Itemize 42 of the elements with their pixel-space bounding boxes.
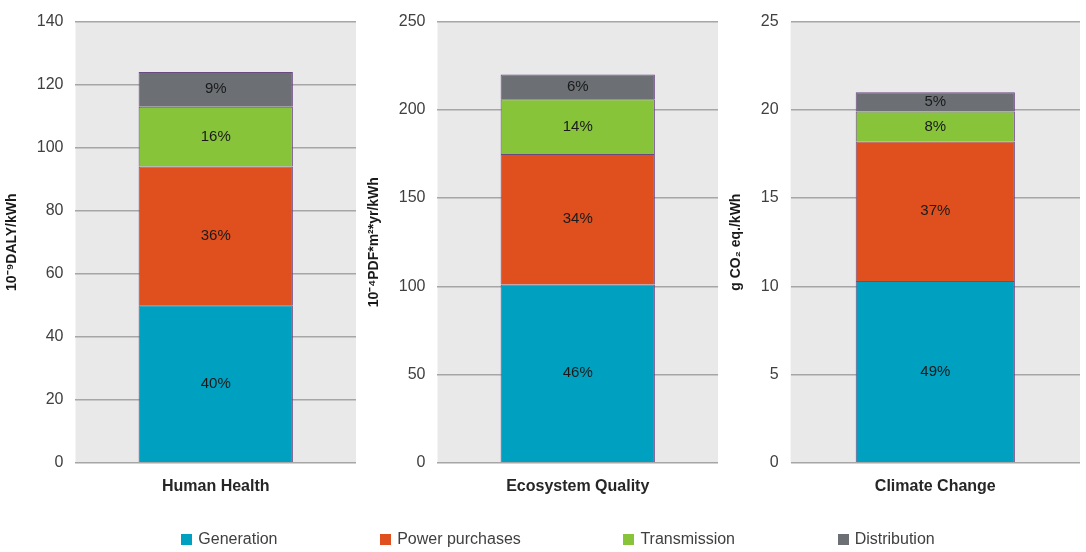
y-tick-label: 80 [45,201,64,219]
annotation: 5% [924,92,947,110]
y-tick-label: 60 [45,264,64,282]
annotation: 37% [920,201,951,219]
y-axis-title: 10⁻⁴PDF*m²*yr/kWh [365,177,382,308]
y-tick-label: 0 [769,453,779,471]
y-tick-label: 10 [760,276,779,294]
y-tick-label: 5 [769,364,779,382]
x-tick-label: Human Health [161,476,270,494]
y-tick-label: 100 [398,276,426,294]
y-tick-label: 120 [36,75,64,93]
annotation: 14% [562,116,593,134]
annotation: 46% [562,363,593,381]
annotation: 9% [204,79,227,97]
y-tick-label: 20 [45,390,64,408]
y-tick-label: 50 [407,364,426,382]
y-tick-label: 250 [398,12,426,30]
annotation: 40% [200,373,231,391]
y-tick-label: 20 [760,100,779,118]
legend-label: Power purchases [397,530,521,548]
legend-label: Distribution [854,530,935,548]
y-tick-label: 40 [45,327,64,345]
annotation: 36% [200,226,231,244]
annotation: 8% [924,116,947,134]
annotation: 34% [562,209,593,227]
x-tick-label: Climate Change [874,476,996,494]
y-tick-label: 15 [760,188,779,206]
annotation: 16% [200,126,231,144]
annotation: 49% [920,361,951,379]
y-tick-label: 0 [54,453,64,471]
y-tick-label: 100 [36,138,64,156]
y-tick-label: 150 [398,188,426,206]
legend-label: Transmission [640,530,735,548]
y-axis-title: g CO₂ eq./kWh [727,193,744,291]
y-tick-label: 25 [760,12,779,30]
y-tick-label: 140 [36,12,64,30]
legend-label: Generation [198,530,278,548]
y-axis-title: 10⁻⁹DALY/kWh [3,193,20,291]
x-tick-label: Ecosystem Quality [506,476,650,494]
y-tick-label: 0 [416,453,426,471]
y-tick-label: 200 [398,100,426,118]
annotation: 6% [566,77,589,95]
